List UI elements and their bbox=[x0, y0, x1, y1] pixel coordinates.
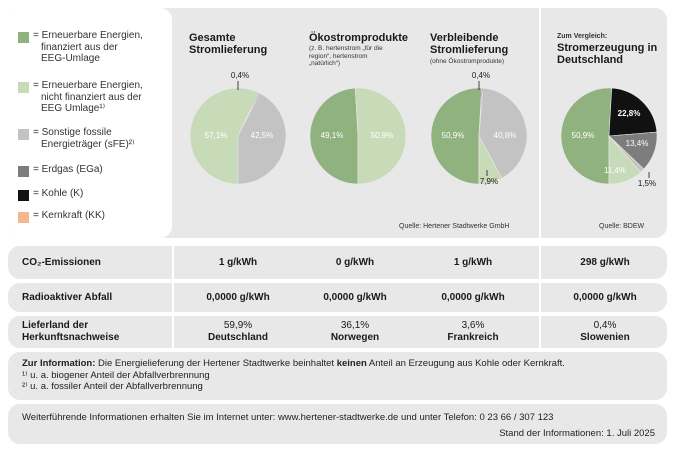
chart-subtitle-verbleibend: (ohne Ökostromprodukte) bbox=[430, 58, 505, 65]
pie-chart-gesamt: 57,1% 42,5% 0,4% bbox=[189, 71, 287, 185]
info-text-part: Anteil an Erzeugung aus Kohle oder Kernk… bbox=[366, 358, 565, 369]
legend-item-kohle: = Kohle (K) bbox=[18, 188, 83, 201]
table-cell: 0,4% Slowenien bbox=[580, 320, 630, 343]
table-row-abfall bbox=[8, 283, 667, 312]
table-col-divider bbox=[172, 246, 174, 348]
info-lead: Zur Information: bbox=[22, 358, 96, 369]
row-label-abfall: Radioaktiver Abfall bbox=[22, 292, 113, 303]
slice-label: 22,8% bbox=[618, 109, 641, 118]
legend-text-line: = Sonstige fossile bbox=[33, 127, 112, 138]
slice-label: 50,9% bbox=[371, 131, 394, 140]
slice-label: 42,5% bbox=[251, 131, 274, 140]
source-stadtwerke: Quelle: Hertener Stadtwerke GmbH bbox=[399, 223, 510, 230]
table-cell: 1 g/kWh bbox=[218, 257, 258, 268]
pie-chart-deutschland: 50,9% 11,4% 1,5% 13,4% 22,8% bbox=[560, 87, 658, 188]
table-cell: 298 g/kWh bbox=[580, 257, 630, 268]
pie-slice bbox=[430, 87, 483, 185]
slice-label: 0,4% bbox=[231, 71, 249, 80]
legend-item-eeg: = Erneuerbare Energien, finanziert aus d… bbox=[18, 30, 143, 65]
pie-slice bbox=[309, 87, 359, 185]
legend-item-non-eeg: = Erneuerbare Energien, nicht finanziert… bbox=[18, 80, 143, 115]
footer-line-2: Stand der Informationen: 1. Juli 2025 bbox=[499, 428, 655, 439]
footnote-1: ¹⁾ u. a. biogener Anteil der Abfallverbr… bbox=[22, 369, 210, 381]
legend-text-line: EEG-Umlage bbox=[41, 53, 100, 64]
table-cell: 1 g/kWh bbox=[453, 257, 493, 268]
footnote-2: ²⁾ u. a. fossiler Anteil der Abfallverbr… bbox=[22, 381, 203, 392]
legend-text-line: finanziert aus der bbox=[41, 41, 118, 53]
row-label-lieferland: Lieferland der Herkunftsnachweise bbox=[22, 320, 120, 343]
chart-title-verbleibend: Verbleibende Stromlieferung bbox=[430, 32, 509, 56]
footer-line-1: Weiterführende Informationen erhalten Si… bbox=[22, 412, 554, 423]
legend-panel bbox=[8, 8, 172, 238]
slice-label: 50,9% bbox=[442, 131, 465, 140]
legend-text-line: = Erneuerbare Energien, bbox=[33, 80, 143, 91]
legend-swatch bbox=[18, 32, 29, 43]
legend-text-line: = Kohle (K) bbox=[33, 188, 84, 199]
legend-text-line: = Kernkraft (KK) bbox=[33, 210, 105, 221]
slice-label: 11,4% bbox=[604, 166, 626, 175]
table-row-co2 bbox=[8, 246, 667, 279]
footer-panel bbox=[8, 404, 667, 444]
table-col-divider bbox=[539, 246, 541, 348]
chart-title-gesamt: Gesamte Stromlieferung bbox=[189, 32, 268, 56]
info-panel bbox=[8, 352, 667, 400]
table-row-lieferland bbox=[8, 316, 667, 348]
legend-swatch bbox=[18, 82, 29, 93]
pie-chart-oeko: 49,1% 50,9% bbox=[309, 87, 407, 185]
slice-label: 1,5% bbox=[638, 179, 656, 188]
slice-label: 7,9% bbox=[480, 177, 498, 186]
panel-divider bbox=[539, 8, 541, 238]
table-cell: 0,0000 g/kWh bbox=[323, 292, 387, 303]
legend-item-erdgas: = Erdgas (EGa) bbox=[18, 164, 103, 177]
row-label-co2: CO₂-Emissionen bbox=[22, 257, 101, 268]
slice-label: 50,9% bbox=[572, 131, 595, 140]
pie-slice bbox=[478, 87, 528, 179]
info-bold: keinen bbox=[336, 358, 367, 369]
chart-subtitle-oeko: (z. B. hertenstrom „für die region“, her… bbox=[309, 45, 383, 67]
table-cell: 0,0000 g/kWh bbox=[573, 292, 637, 303]
table-cell: 0,0000 g/kWh bbox=[441, 292, 505, 303]
legend-text-line: Energieträger (sFE)²⁾ bbox=[41, 138, 135, 150]
legend-swatch bbox=[18, 212, 29, 223]
table-cell: 0,0000 g/kWh bbox=[206, 292, 270, 303]
chart-pretitle-deutschland: Zum Vergleich: bbox=[557, 33, 608, 40]
legend-text-line: nicht finanziert aus der bbox=[41, 91, 142, 103]
legend-swatch bbox=[18, 129, 29, 140]
source-bdew: Quelle: BDEW bbox=[599, 223, 645, 230]
table-cell: 36,1% Norwegen bbox=[330, 320, 380, 343]
legend-item-sfe: = Sonstige fossile Energieträger (sFE)²⁾ bbox=[18, 127, 135, 150]
pie-chart-verbleibend: 50,9% 7,9% 40,8% 0,4% bbox=[430, 71, 528, 186]
slice-label: 57,1% bbox=[205, 131, 228, 140]
legend-item-kernkraft: = Kernkraft (KK) bbox=[18, 210, 105, 223]
slice-label: 0,4% bbox=[472, 71, 490, 80]
pie-slice bbox=[478, 135, 503, 185]
pie-slice bbox=[608, 135, 641, 185]
slice-label: 40,8% bbox=[494, 131, 517, 140]
table-cell: 59,9% Deutschland bbox=[207, 320, 268, 343]
table-cell: 3,6% Frankreich bbox=[447, 320, 499, 343]
info-text-part: Die Energielieferung der Hertener Stadtw… bbox=[95, 358, 337, 369]
info-text: Zur Information: Die Energielieferung de… bbox=[22, 358, 662, 393]
pie-slice bbox=[354, 87, 407, 185]
legend-text-line: EEG Umlage¹⁾ bbox=[41, 103, 106, 114]
legend-swatch bbox=[18, 166, 29, 177]
chart-title-oeko: Ökostromprodukte bbox=[309, 32, 409, 44]
legend-text-line: = Erdgas (EGa) bbox=[33, 164, 103, 175]
legend-text-line: = Erneuerbare Energien, bbox=[33, 30, 143, 41]
pie-slice bbox=[608, 87, 658, 137]
slice-label: 13,4% bbox=[626, 139, 649, 148]
legend-swatch bbox=[18, 190, 29, 201]
pie-slice bbox=[560, 87, 613, 185]
pie-slice bbox=[237, 92, 287, 185]
chart-title-deutschland: Stromerzeugung in Deutschland bbox=[557, 42, 658, 66]
slice-label: 49,1% bbox=[321, 131, 344, 140]
table-cell: 0 g/kWh bbox=[335, 257, 375, 268]
